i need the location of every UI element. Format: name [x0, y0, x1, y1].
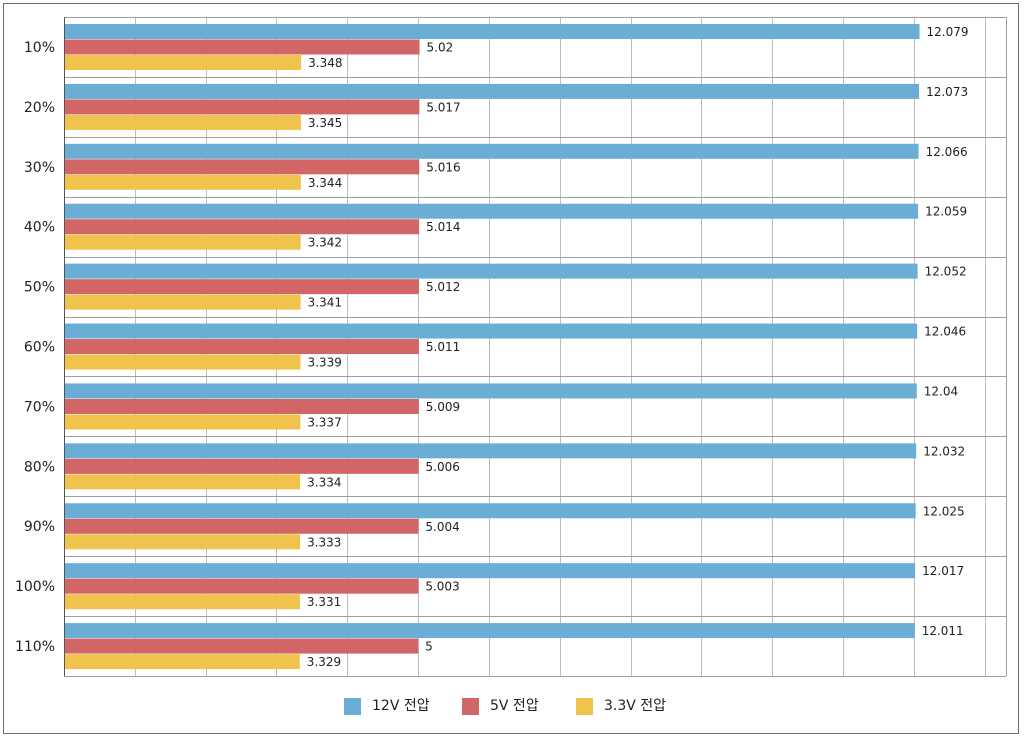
data-label: 12.059 — [925, 205, 967, 219]
category-tick-label: 50% — [24, 280, 55, 296]
data-label: 12.011 — [922, 624, 964, 638]
data-label: 3.329 — [307, 655, 341, 669]
data-label: 5.014 — [426, 220, 460, 234]
legend-label: 12V 전압 — [372, 698, 430, 714]
data-label: 3.331 — [307, 595, 341, 609]
legend-swatch — [344, 698, 361, 715]
bar-80pct-series-2 — [65, 474, 301, 490]
bar-50pct-series-1 — [65, 279, 419, 295]
bar-20pct-series-2 — [65, 114, 301, 130]
data-labels: 12.079 5.02 3.348 12.073 5.017 3.345 12.066 5.0… — [307, 25, 969, 669]
bar-20pct-series-1 — [65, 99, 420, 115]
data-label: 12.073 — [926, 85, 968, 99]
data-label: 12.079 — [927, 25, 969, 39]
data-label: 5.003 — [425, 580, 459, 594]
bar-40pct-series-2 — [65, 234, 301, 250]
legend: 12V 전압 5V 전압 3.3V 전압 — [344, 698, 666, 715]
bar-90pct-series-1 — [65, 518, 419, 534]
data-label: 5.011 — [426, 340, 460, 354]
legend-label: 3.3V 전압 — [604, 698, 666, 714]
data-label: 5.009 — [426, 400, 460, 414]
data-label: 12.046 — [924, 325, 966, 339]
bar-20pct-series-0 — [65, 83, 920, 99]
bar-110pct-series-0 — [65, 623, 915, 639]
bar-10pct-series-2 — [65, 55, 302, 70]
bars — [65, 24, 920, 670]
data-label: 3.334 — [307, 475, 341, 489]
category-tick-label: 70% — [24, 399, 55, 415]
bar-100pct-series-0 — [65, 563, 916, 579]
data-label: 3.345 — [308, 116, 342, 130]
bar-30pct-series-2 — [65, 174, 301, 190]
bar-40pct-series-1 — [65, 219, 420, 235]
data-label: 12.017 — [922, 564, 964, 578]
bar-60pct-series-0 — [65, 323, 918, 339]
category-tick-label: 80% — [24, 459, 55, 475]
category-tick-label: 60% — [24, 340, 55, 356]
bar-70pct-series-2 — [65, 414, 301, 430]
data-label: 3.344 — [308, 176, 342, 190]
category-tick-labels: 10% 20% 30% 40% 50% 60% 70% 80% 90% 100% 110% — [15, 40, 55, 655]
data-label: 5.02 — [427, 41, 454, 55]
data-label: 5.012 — [426, 280, 460, 294]
category-tick-label: 110% — [15, 639, 55, 655]
bar-30pct-series-1 — [65, 159, 420, 175]
category-tick-label: 90% — [24, 519, 55, 535]
bar-100pct-series-1 — [65, 578, 419, 594]
bar-50pct-series-0 — [65, 263, 918, 279]
bar-70pct-series-1 — [65, 398, 419, 414]
bar-110pct-series-1 — [65, 638, 419, 654]
category-tick-label: 10% — [24, 40, 55, 56]
data-label: 5 — [425, 640, 433, 654]
bar-90pct-series-0 — [65, 503, 916, 519]
data-label: 3.337 — [307, 415, 341, 429]
data-label: 3.348 — [308, 56, 342, 70]
data-label: 12.032 — [923, 444, 965, 458]
category-tick-label: 100% — [15, 579, 55, 595]
data-label: 3.342 — [308, 236, 342, 250]
bar-110pct-series-2 — [65, 654, 300, 670]
data-label: 5.017 — [426, 100, 460, 114]
bar-60pct-series-1 — [65, 339, 419, 355]
data-label: 3.333 — [307, 535, 341, 549]
data-label: 3.341 — [308, 296, 342, 310]
data-label: 5.016 — [426, 160, 460, 174]
category-tick-label: 40% — [24, 220, 55, 236]
bar-10pct-series-0 — [65, 24, 920, 39]
bar-90pct-series-2 — [65, 534, 301, 550]
data-label: 5.004 — [425, 520, 459, 534]
data-label: 5.006 — [426, 460, 460, 474]
data-label: 12.025 — [923, 504, 965, 518]
legend-label: 5V 전압 — [490, 698, 539, 714]
data-label: 12.04 — [924, 384, 958, 398]
bar-80pct-series-0 — [65, 443, 917, 459]
category-tick-label: 30% — [24, 160, 55, 176]
bar-50pct-series-2 — [65, 294, 301, 310]
legend-swatch — [576, 698, 593, 715]
data-label: 12.052 — [925, 265, 967, 279]
bar-70pct-series-0 — [65, 383, 917, 399]
category-tick-label: 20% — [24, 100, 55, 116]
data-label: 12.066 — [926, 145, 968, 159]
bar-80pct-series-1 — [65, 458, 419, 474]
data-label: 3.339 — [307, 356, 341, 370]
legend-swatch — [462, 698, 479, 715]
bar-30pct-series-0 — [65, 143, 919, 159]
bar-40pct-series-0 — [65, 203, 919, 219]
bar-10pct-series-1 — [65, 39, 420, 55]
bar-100pct-series-2 — [65, 594, 300, 610]
bar-60pct-series-2 — [65, 354, 301, 370]
